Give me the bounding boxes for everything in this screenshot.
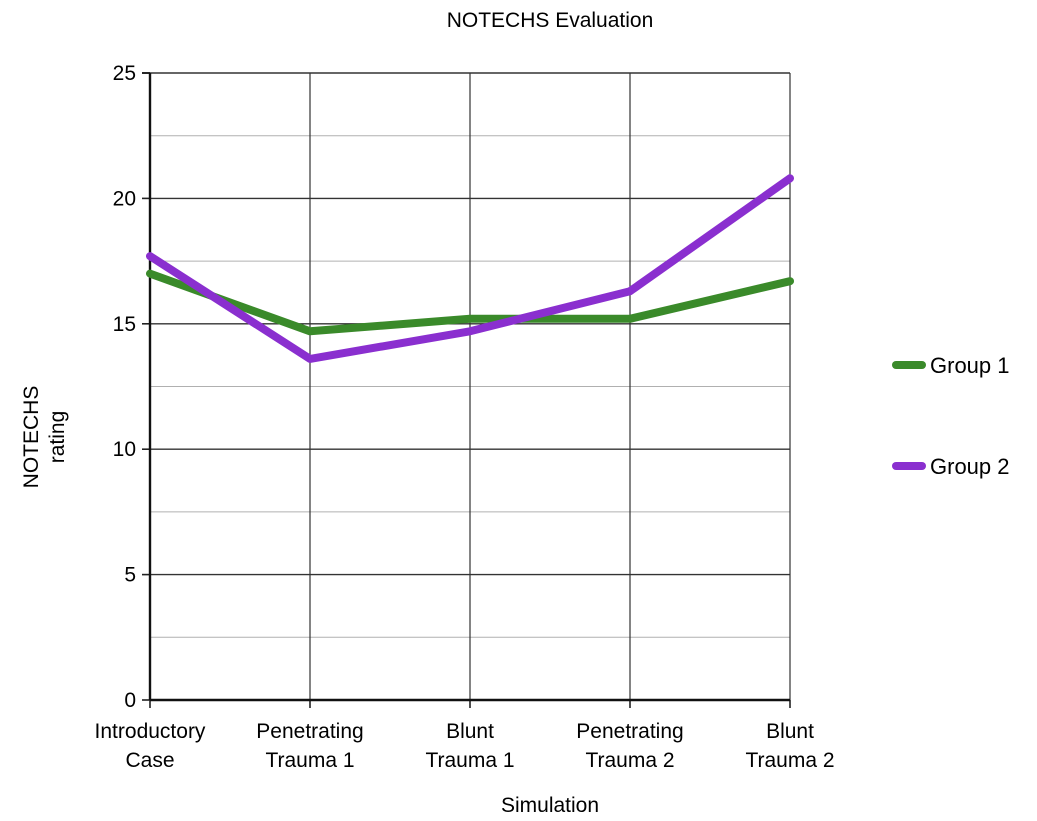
chart-title: NOTECHS Evaluation [447,9,654,32]
y-tick-label: 25 [113,62,136,85]
y-tick-labels: 0 5 10 15 20 25 [113,62,136,712]
series-line-group-1 [146,269,794,336]
plot-axes [142,72,791,708]
x-tick-label: Blunt Trauma 2 [745,720,834,772]
plot-grid [150,72,791,700]
series-lines [146,174,794,363]
y-tick-label: 10 [113,438,136,461]
y-tick-label: 20 [113,187,136,210]
x-tick-label: Penetrating Trauma 1 [256,720,363,772]
legend-label-group-1: Group 1 [930,353,1010,378]
x-tick-labels: Introductory Case Penetrating Trauma 1 Blunt… [95,720,835,772]
x-tick-label: Introductory Case [95,720,206,772]
y-tick-label: 0 [124,689,136,712]
series-line-group-2 [146,174,794,363]
x-tick-label: Penetrating Trauma 2 [576,720,683,772]
y-tick-label: 15 [113,313,136,336]
x-tick-label: Blunt Trauma 1 [425,720,514,772]
legend-label-group-2: Group 2 [930,454,1010,479]
y-axis-label: NOTECHS rating [20,386,69,489]
chart-legend: Group 1 Group 2 [892,353,1010,479]
y-tick-label: 5 [124,564,136,587]
y-axis-label-text: NOTECHS rating [20,386,69,489]
x-axis-label: Simulation [501,794,599,817]
